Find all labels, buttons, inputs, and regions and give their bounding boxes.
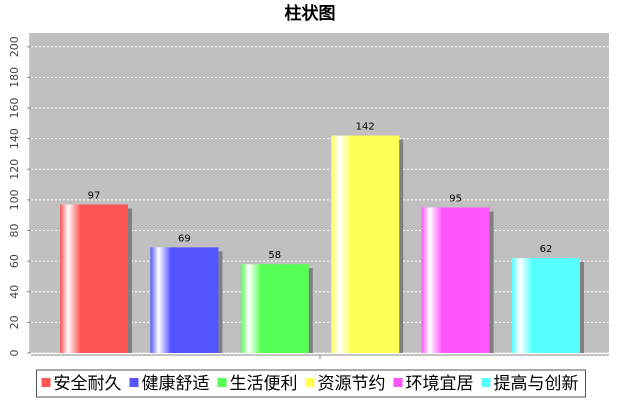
value-label: 69 [178, 233, 191, 244]
y-tick-label: 180 [8, 67, 21, 88]
legend-swatch [393, 378, 403, 387]
chart-title: 柱状图 [285, 3, 336, 24]
legend-swatch [305, 378, 315, 387]
bar [421, 207, 490, 353]
bar [60, 204, 128, 353]
value-label: 95 [449, 194, 462, 205]
y-tick-label: 60 [8, 254, 21, 268]
legend-swatch [481, 378, 491, 387]
y-tick-label: 40 [8, 285, 21, 299]
value-label: 58 [268, 250, 281, 261]
legend-label: 资源节约 [318, 374, 386, 394]
legend: 安全耐久 健康舒适 生活便利 资源节约 环境宜居 提高与创新 [36, 369, 586, 398]
legend-label: 安全耐久 [54, 374, 122, 394]
bar [240, 264, 309, 353]
y-tick-label: 140 [8, 128, 21, 149]
legend-label: 环境宜居 [406, 374, 474, 394]
legend-label: 生活便利 [230, 374, 298, 394]
value-label: 142 [356, 122, 375, 133]
y-tick-label: 100 [8, 189, 21, 210]
bar [331, 135, 400, 353]
value-label: 62 [540, 244, 553, 255]
y-tick-label: 20 [8, 315, 21, 329]
legend-label: 健康舒适 [142, 374, 210, 394]
legend-swatch [41, 378, 51, 387]
bar [150, 247, 219, 353]
legend-swatch [217, 378, 227, 387]
y-tick-label: 0 [8, 350, 21, 357]
y-tick-label: 200 [8, 36, 21, 57]
y-tick-label: 80 [8, 224, 21, 238]
y-tick-label: 160 [8, 98, 21, 119]
legend-label: 提高与创新 [494, 374, 579, 394]
value-label: 97 [88, 190, 101, 201]
y-tick-label: 120 [8, 159, 21, 180]
legend-swatch [129, 378, 139, 387]
bar [512, 258, 580, 353]
